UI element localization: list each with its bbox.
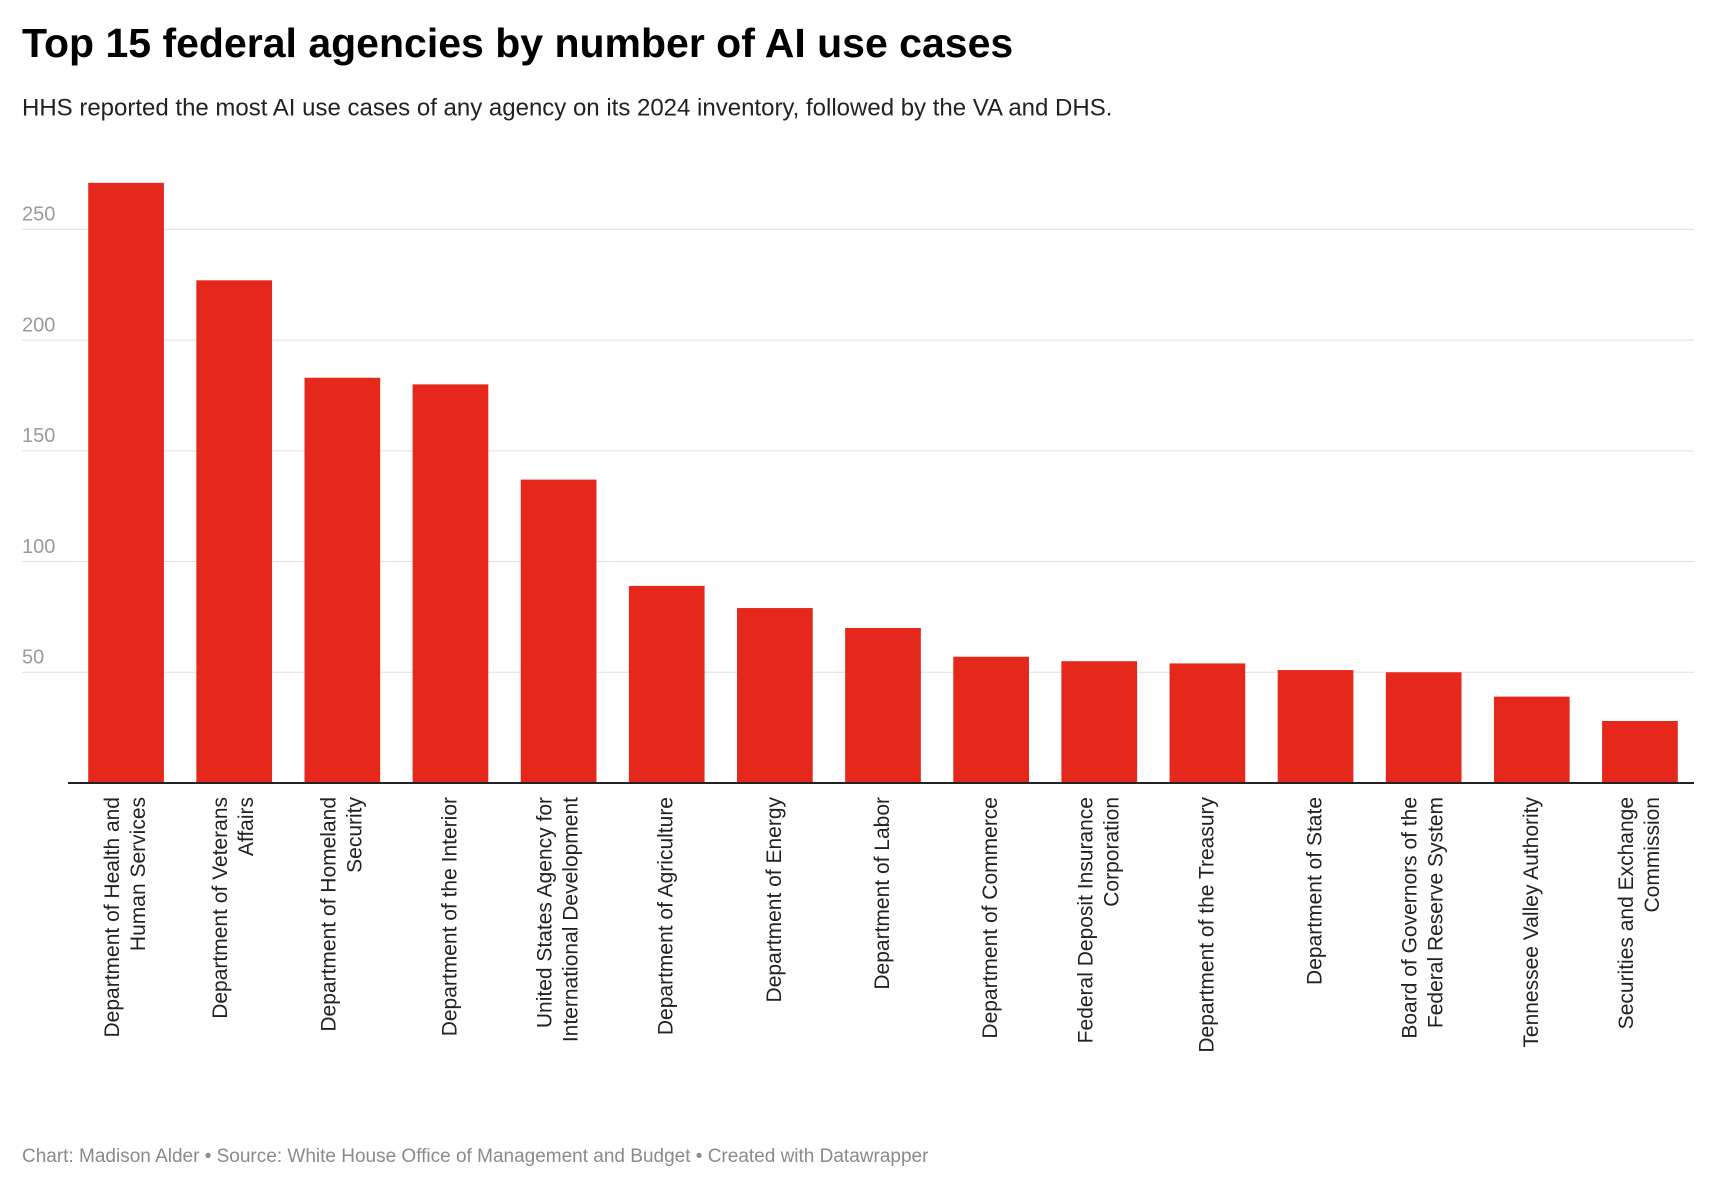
x-tick-label: Department of Commerce — [979, 797, 1002, 1039]
x-tick-label-line: Corporation — [1100, 797, 1123, 907]
x-tick-label: Department of Labor — [871, 797, 894, 990]
x-tick-label-line: Federal Deposit Insurance — [1074, 797, 1097, 1043]
x-tick-label: Tennessee Valley Authority — [1519, 797, 1542, 1048]
x-tick-label: Department of Health and Human Services — [101, 797, 150, 1037]
x-tick-label: Department of the Treasury — [1195, 797, 1218, 1053]
chart-subtitle: HHS reported the most AI use cases of an… — [22, 94, 1112, 121]
x-tick-label: Department of Agriculture — [654, 797, 677, 1035]
bar — [628, 585, 705, 783]
x-tick-label-line: Department of the Interior — [438, 797, 461, 1036]
x-tick-label-line: Department of the Treasury — [1195, 797, 1218, 1053]
y-tick-label: 200 — [22, 314, 55, 336]
y-tick-label: 100 — [22, 536, 55, 558]
x-tick-label: Department of the Interior — [438, 797, 461, 1036]
y-tick-label: 250 — [22, 204, 55, 226]
bar — [845, 627, 921, 783]
bar — [1061, 661, 1138, 783]
bar — [1602, 720, 1678, 783]
chart-footer: Chart: Madison Alder • Source: White Hou… — [22, 1146, 929, 1167]
x-tick-label-line: United States Agency for — [533, 797, 556, 1028]
x-tick-label-line: Department of Veterans — [209, 797, 232, 1019]
x-tick-label-line: Department of Commerce — [979, 797, 1002, 1039]
bar — [88, 182, 164, 784]
x-tick-label-line: Tennessee Valley Authority — [1519, 797, 1542, 1048]
x-tick-label: Department of Homeland Security — [317, 797, 366, 1032]
x-tick-label-line: Security — [343, 797, 366, 873]
x-tick-label-line: Securities and Exchange — [1614, 797, 1637, 1029]
x-tick-label-line: Department of Energy — [762, 797, 785, 1003]
x-tick-label-line: Human Services — [127, 797, 150, 951]
x-tick-label-line: Board of Governors of the — [1398, 797, 1421, 1039]
x-tick-label-line: Department of Homeland — [317, 797, 340, 1032]
x-tick-label: United States Agency for International De… — [533, 797, 582, 1042]
x-tick-label-line: Federal Reserve System — [1424, 797, 1447, 1028]
bar — [412, 384, 489, 783]
x-tick-label-line: Department of Agriculture — [654, 797, 677, 1035]
x-tick-label: Board of Governors of the Federal Reserve… — [1398, 797, 1447, 1039]
chart-title: Top 15 federal agencies by number of AI … — [22, 20, 1013, 66]
bar — [1385, 672, 1462, 783]
bar — [1493, 696, 1570, 783]
x-tick-label: Department of Veterans Affairs — [209, 797, 258, 1019]
x-tick-label: Securities and Exchange Commission — [1614, 797, 1663, 1029]
x-tick-label-line: Affairs — [235, 797, 258, 856]
x-tick-label: Department of State — [1303, 797, 1326, 985]
y-tick-label: 150 — [22, 425, 55, 447]
bar — [196, 280, 273, 783]
x-tick-label: Department of Energy — [762, 797, 785, 1003]
bar — [520, 479, 597, 783]
x-tick-label: Federal Deposit Insurance Corporation — [1074, 797, 1123, 1043]
x-tick-label-line: Department of State — [1303, 797, 1326, 985]
x-tick-label-line: International Development — [559, 797, 582, 1042]
bar — [953, 656, 1029, 783]
x-tick-label-line: Department of Labor — [871, 797, 894, 990]
bar — [1169, 663, 1246, 783]
bar — [737, 608, 813, 783]
bar — [1277, 670, 1354, 783]
bar — [304, 377, 381, 783]
x-tick-label-line: Department of Health and — [101, 797, 124, 1037]
x-tick-label-line: Commission — [1640, 797, 1663, 913]
y-tick-label: 50 — [22, 647, 44, 669]
